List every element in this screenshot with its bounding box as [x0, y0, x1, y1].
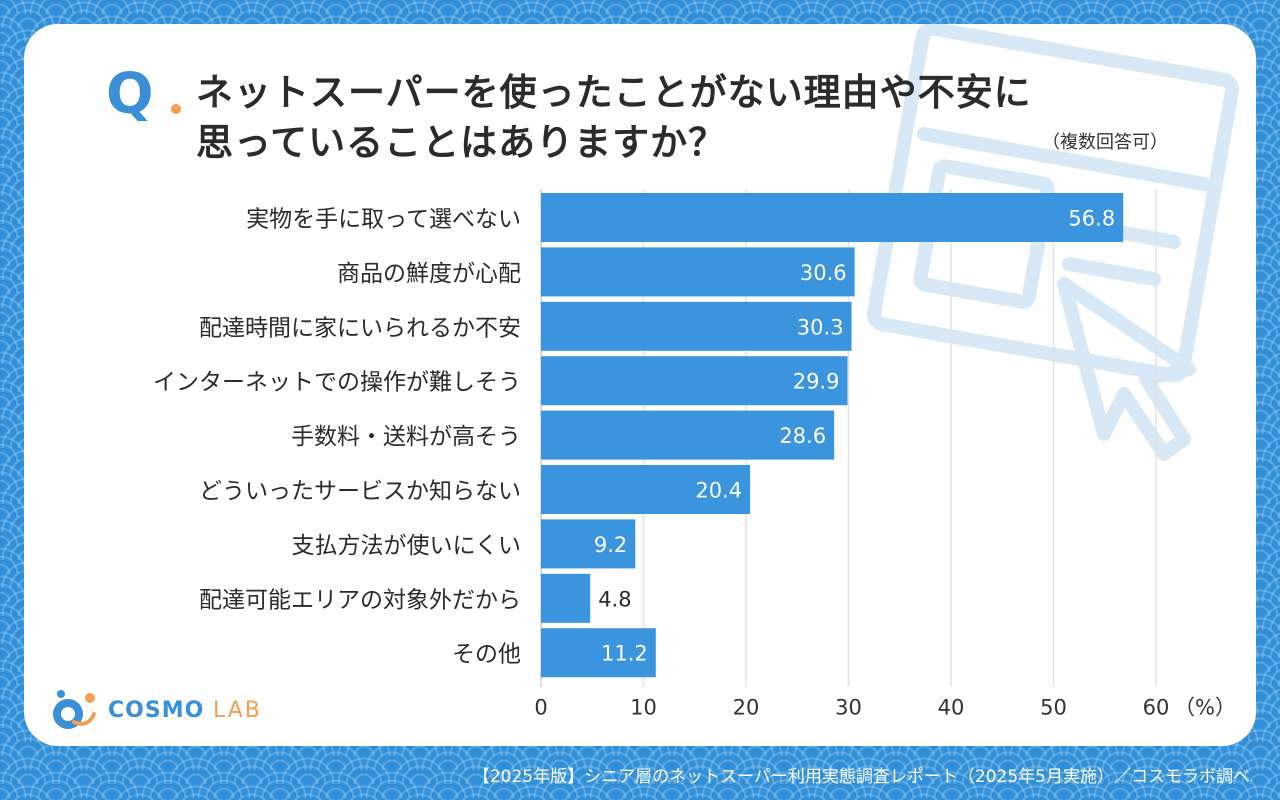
category-label: どういったサービスか知らない: [199, 479, 521, 505]
form-cursor-decoration-icon: [866, 24, 1240, 461]
cosmo-lab-logo: COSMO LAB: [48, 688, 262, 732]
x-tick-label: 20: [733, 696, 760, 720]
bar: [541, 301, 852, 351]
multiple-answer-note: （複数回答可）: [1042, 132, 1168, 153]
data-label: 20.4: [695, 479, 742, 503]
category-label: 配達時間に家にいられるか不安: [199, 315, 521, 341]
bar: [541, 193, 1124, 242]
data-label: 11.2: [601, 642, 648, 666]
bar: [541, 356, 848, 406]
footer-source: 【2025年版】シニア層のネットスーパー利用実態調査レポート（2025年5月実施…: [472, 767, 1250, 787]
data-label: 30.3: [797, 315, 844, 339]
logo-suffix: LAB: [212, 697, 262, 723]
bar: [541, 628, 656, 678]
logo-text: COSMO LAB: [108, 698, 262, 723]
category-label: 商品の鮮度が心配: [337, 261, 521, 287]
cosmo-logo-icon: [53, 690, 96, 729]
title-line-2: 思っていることはありますか？: [196, 121, 727, 164]
q-dot-icon: [171, 104, 181, 114]
x-tick-label: 60: [1143, 696, 1170, 720]
x-tick-label: 30: [835, 696, 862, 720]
q-mark: Q: [106, 62, 154, 127]
category-label: その他: [452, 642, 521, 668]
data-label: 29.9: [793, 370, 840, 394]
x-tick-label: 40: [938, 696, 965, 720]
bar: [541, 410, 835, 460]
page-title: ネットスーパーを使ったことがない理由や不安に 思っていることはありますか？: [196, 68, 1206, 168]
bar: [541, 573, 591, 623]
x-tick-label: 10: [630, 696, 657, 720]
x-tick-label: 50: [1040, 696, 1067, 720]
category-label: 支払方法が使いにくい: [291, 533, 521, 559]
bar: [541, 519, 636, 569]
title-line-1: ネットスーパーを使ったことがない理由や不安に: [196, 71, 1032, 114]
chart-card: Q ネットスーパーを使ったことがない理由や不安に 思っていることはありますか？ …: [24, 24, 1256, 746]
category-label: インターネットでの操作が難しそう: [153, 370, 521, 396]
category-label: 配達可能エリアの対象外だから: [199, 587, 521, 613]
bar: [541, 465, 751, 514]
data-label: 4.8: [598, 587, 631, 611]
data-label: 9.2: [594, 533, 627, 557]
bar-chart: 実物を手に取って選べない 56.8 商品の鮮度が心配 30.6 配達時間に家にいられるか…: [153, 189, 1236, 720]
data-label: 28.6: [779, 424, 826, 448]
x-unit-label: （%）: [1174, 696, 1236, 720]
x-tick-label: 0: [534, 696, 547, 720]
bar: [541, 247, 855, 297]
category-label: 実物を手に取って選べない: [246, 207, 521, 233]
data-label: 30.6: [800, 261, 847, 285]
category-label: 手数料・送料が高そう: [291, 424, 521, 450]
data-label: 56.8: [1068, 207, 1115, 231]
logo-name: COSMO: [108, 697, 205, 723]
